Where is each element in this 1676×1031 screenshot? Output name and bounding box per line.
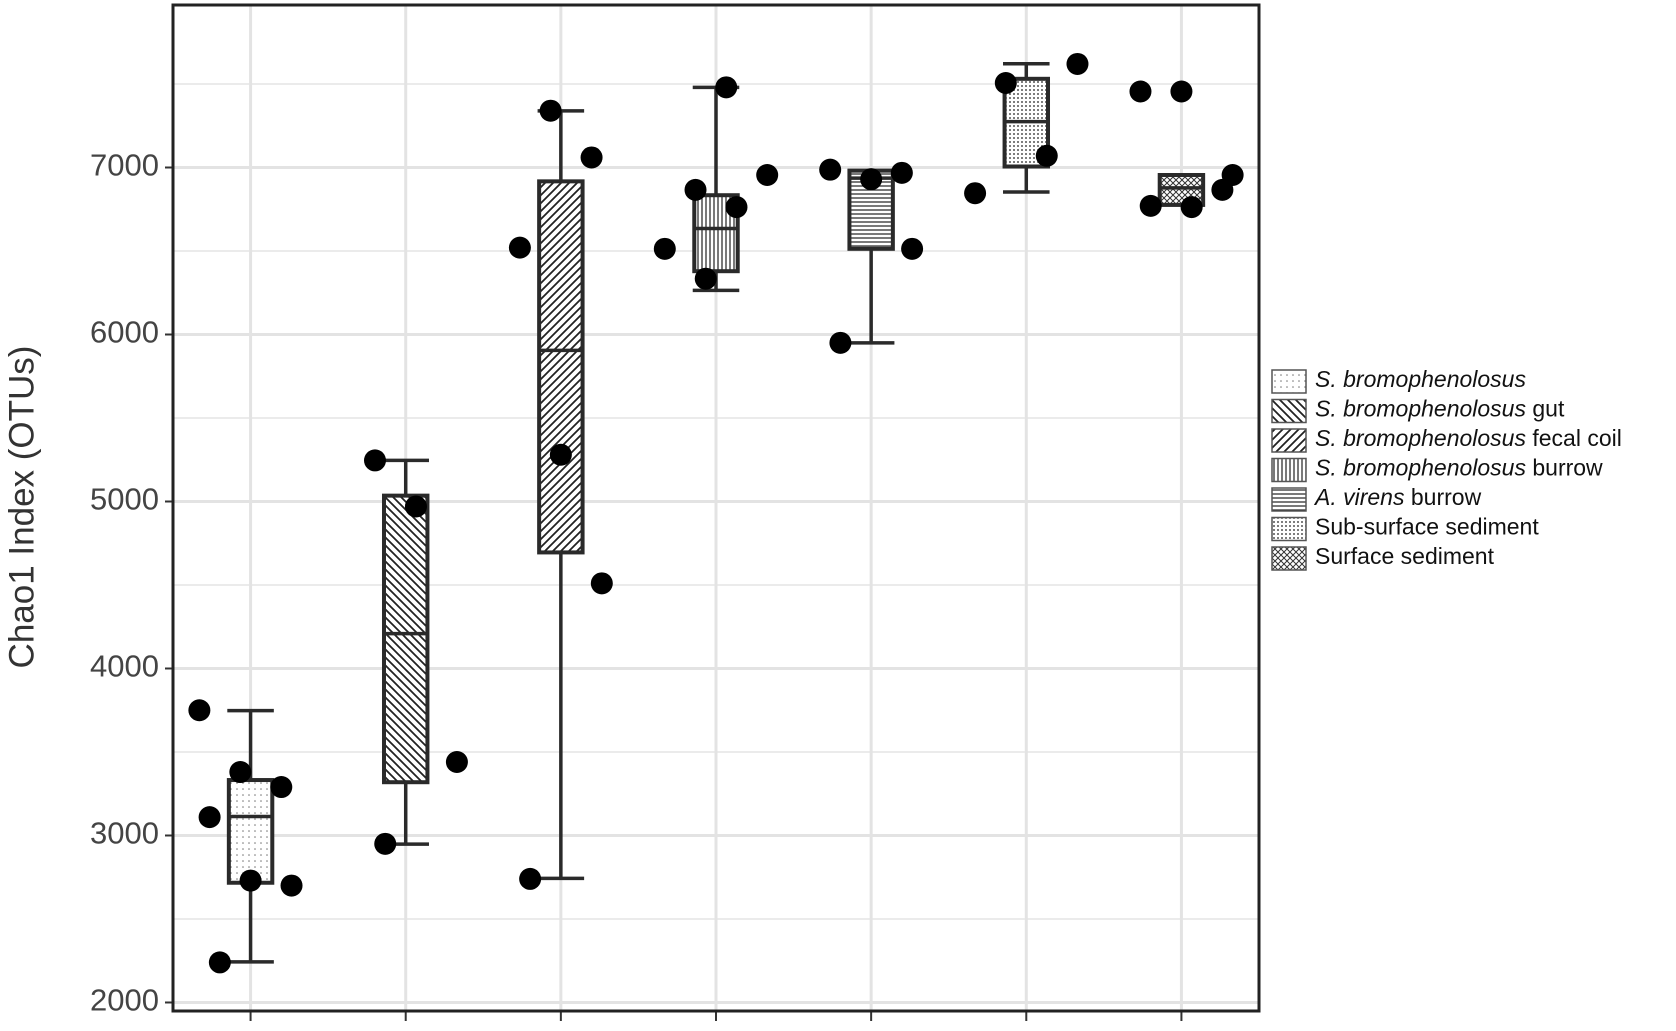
y-tick-label: 3000	[90, 816, 159, 851]
data-point	[819, 158, 842, 181]
data-point	[756, 164, 779, 187]
legend-key	[1271, 546, 1307, 571]
data-point	[188, 699, 211, 722]
data-point	[549, 443, 572, 466]
data-point	[1066, 52, 1089, 75]
data-point	[994, 71, 1017, 94]
legend-key	[1271, 398, 1307, 424]
data-point	[694, 267, 717, 290]
y-axis-title: Chao1 Index (OTUs)	[2, 346, 41, 669]
y-tick-label: 7000	[90, 148, 159, 183]
legend-label: A. virens burrow	[1313, 484, 1482, 510]
data-point	[445, 751, 468, 774]
data-point	[198, 806, 221, 829]
data-point	[1035, 144, 1058, 167]
data-point	[363, 449, 386, 472]
legend-key	[1271, 369, 1307, 394]
legend-key	[1271, 487, 1307, 512]
legend-label: S. bromophenolosus fecal coil	[1315, 425, 1622, 451]
data-point	[1221, 164, 1244, 187]
data-point	[901, 237, 924, 260]
data-point	[239, 869, 262, 892]
data-point	[280, 874, 303, 897]
data-point	[404, 495, 427, 518]
data-point	[539, 99, 562, 122]
data-point	[715, 76, 738, 99]
legend-key	[1271, 428, 1307, 453]
data-point	[590, 572, 613, 595]
box	[226, 778, 275, 885]
box	[537, 179, 585, 555]
data-point	[508, 236, 531, 259]
data-point	[964, 182, 987, 205]
data-point	[270, 776, 293, 799]
legend-key	[1271, 457, 1307, 483]
legend-label: Sub-surface sediment	[1315, 514, 1539, 540]
data-point	[1170, 80, 1193, 103]
box	[381, 493, 430, 785]
y-tick-label: 6000	[90, 315, 159, 350]
data-point	[890, 161, 913, 184]
data-point	[229, 761, 252, 784]
legend-label: S. bromophenolosus	[1315, 366, 1526, 392]
data-point	[208, 951, 231, 974]
data-point	[1180, 196, 1203, 219]
legend-label: S. bromophenolosus gut	[1315, 396, 1565, 422]
legend-label: S. bromophenolosus burrow	[1315, 455, 1603, 481]
plot-border	[171, 3, 1261, 1013]
y-tick-label: 5000	[90, 482, 159, 517]
data-point	[1129, 80, 1152, 103]
data-point	[519, 867, 542, 890]
data-point	[860, 168, 883, 191]
data-point	[725, 196, 748, 219]
y-tick-label: 4000	[90, 649, 159, 684]
data-point	[829, 331, 852, 354]
data-point	[653, 237, 676, 260]
legend-key	[1271, 516, 1307, 542]
data-point	[684, 178, 707, 201]
data-point	[580, 146, 603, 169]
data-point	[1139, 194, 1162, 217]
data-point	[374, 832, 397, 855]
legend-label: Surface sediment	[1315, 543, 1495, 569]
y-tick-label: 2000	[90, 983, 159, 1018]
